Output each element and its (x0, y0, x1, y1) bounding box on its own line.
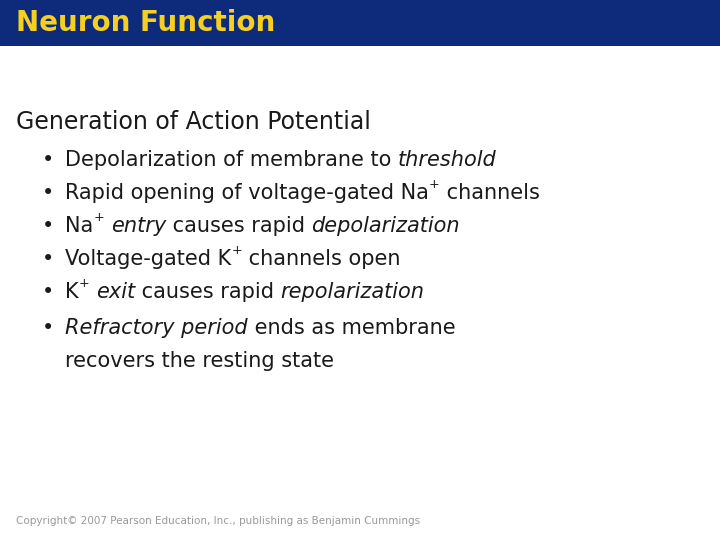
Text: +: + (94, 211, 104, 224)
Text: entry: entry (111, 216, 166, 236)
Bar (0, 0, 720, 46)
Text: •: • (42, 150, 54, 170)
Text: threshold: threshold (398, 150, 497, 170)
Text: +: + (231, 244, 242, 257)
Text: ends as membrane: ends as membrane (248, 318, 455, 338)
Text: repolarization: repolarization (281, 282, 425, 302)
Text: channels: channels (440, 183, 539, 203)
Text: channels open: channels open (242, 249, 400, 269)
Text: •: • (42, 249, 54, 269)
Text: K: K (65, 282, 78, 302)
Text: Neuron Function: Neuron Function (16, 9, 275, 37)
Text: causes rapid: causes rapid (166, 216, 312, 236)
Text: +: + (78, 277, 89, 290)
Text: Depolarization of membrane to: Depolarization of membrane to (65, 150, 398, 170)
Text: depolarization: depolarization (312, 216, 460, 236)
Text: •: • (42, 282, 54, 302)
Text: +: + (429, 178, 440, 191)
Text: recovers the resting state: recovers the resting state (65, 351, 334, 371)
Text: Copyright© 2007 Pearson Education, Inc., publishing as Benjamin Cummings: Copyright© 2007 Pearson Education, Inc.,… (16, 516, 420, 526)
Text: Voltage-gated K: Voltage-gated K (65, 249, 231, 269)
Text: causes rapid: causes rapid (135, 282, 281, 302)
Text: Refractory period: Refractory period (65, 318, 248, 338)
Text: Generation of Action Potential: Generation of Action Potential (16, 110, 371, 134)
Text: •: • (42, 183, 54, 203)
Text: •: • (42, 216, 54, 236)
Text: •: • (42, 318, 54, 338)
Text: Rapid opening of voltage-gated Na: Rapid opening of voltage-gated Na (65, 183, 429, 203)
Text: exit: exit (96, 282, 135, 302)
Text: Na: Na (65, 216, 94, 236)
